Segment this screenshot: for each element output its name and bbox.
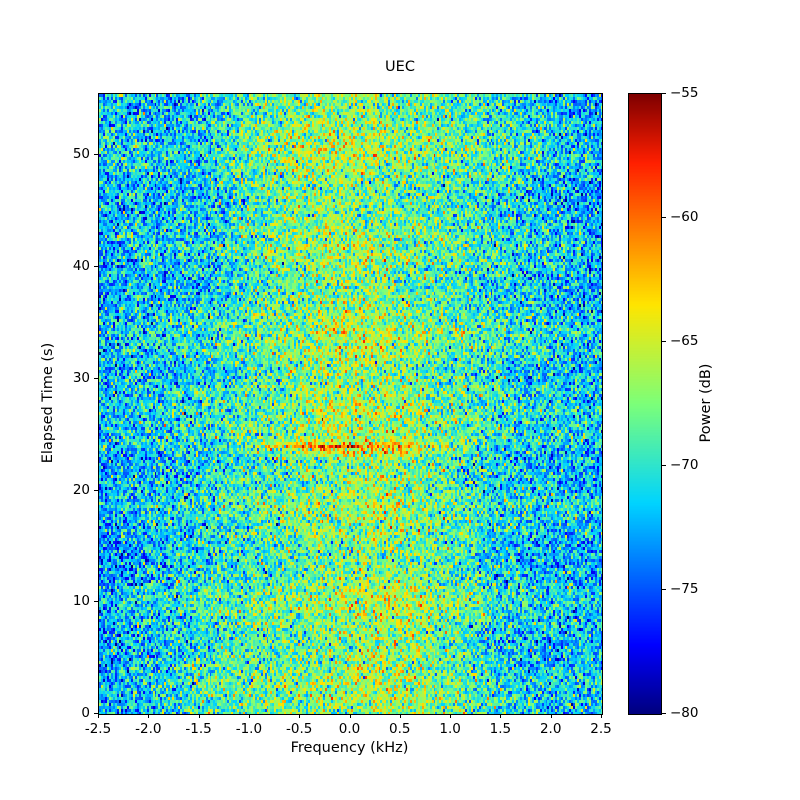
y-tick-mark — [94, 489, 98, 491]
x-tick-mark — [500, 714, 502, 718]
colorbar-tick-mark — [662, 713, 666, 714]
x-axis-label: Frequency (kHz) — [290, 740, 409, 756]
x-tick-mark — [198, 714, 200, 718]
y-axis-label: Elapsed Time (s) — [40, 342, 56, 464]
x-tick-label: -2.0 — [135, 721, 162, 737]
x-tick-label: 1.5 — [489, 721, 512, 737]
x-tick-mark — [148, 714, 150, 718]
x-tick-mark — [550, 714, 552, 718]
colorbar-gradient — [629, 94, 661, 714]
y-tick-label: 10 — [72, 593, 90, 610]
x-tick-mark — [601, 714, 602, 718]
colorbar-tick-mark — [662, 93, 666, 94]
x-tick-label: 2.5 — [590, 721, 612, 737]
x-tick-mark — [399, 714, 401, 718]
x-tick-label: -0.5 — [286, 721, 313, 737]
colorbar-tick-label: −60 — [670, 209, 699, 225]
colorbar-tick-label: −80 — [670, 705, 699, 721]
x-tick-mark — [450, 714, 452, 718]
y-tick-mark — [94, 266, 98, 268]
x-tick-label: 0.0 — [338, 721, 361, 737]
colorbar-label: Power (dB) — [698, 363, 714, 443]
x-tick-mark — [349, 714, 351, 718]
x-tick-label: 2.0 — [539, 721, 562, 737]
x-tick-label: 0.5 — [389, 721, 411, 737]
colorbar-tick-label: −70 — [670, 457, 699, 473]
y-tick-label: 40 — [72, 258, 90, 275]
y-tick-label: 20 — [72, 481, 90, 498]
x-tick-mark — [248, 714, 250, 718]
y-tick-mark — [94, 713, 98, 714]
y-tick-label: 0 — [81, 705, 90, 721]
colorbar-tick-mark — [662, 589, 666, 590]
colorbar-tick-mark — [662, 341, 666, 342]
x-tick-label: -2.5 — [84, 721, 112, 737]
colorbar-tick-label: −65 — [670, 333, 699, 349]
y-tick-mark — [94, 377, 98, 379]
x-tick-label: 1.0 — [439, 721, 461, 737]
colorbar-tick-label: −55 — [670, 85, 699, 101]
y-tick-label: 30 — [72, 369, 90, 386]
colorbar-tick-mark — [662, 465, 666, 466]
y-tick-mark — [94, 154, 98, 156]
spectrogram-image — [99, 94, 602, 714]
spectrogram-plot-area — [98, 93, 603, 715]
x-tick-label: -1.0 — [235, 721, 263, 737]
colorbar-tick-label: −75 — [670, 581, 699, 597]
x-tick-label: -1.5 — [185, 721, 212, 737]
y-tick-label: 50 — [72, 146, 90, 163]
x-tick-mark — [299, 714, 301, 718]
y-tick-mark — [94, 601, 98, 603]
colorbar-tick-mark — [662, 217, 666, 218]
title-line-station: UEC — [385, 59, 415, 75]
colorbar — [628, 93, 662, 715]
x-tick-mark — [98, 714, 99, 718]
